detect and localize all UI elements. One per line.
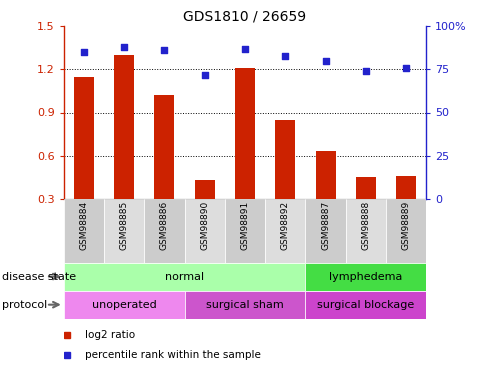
Bar [74, 76, 94, 199]
Text: surgical sham: surgical sham [206, 300, 284, 310]
Text: normal: normal [165, 272, 204, 282]
Text: GSM98888: GSM98888 [361, 201, 370, 250]
Point [201, 72, 209, 78]
Text: protocol: protocol [2, 300, 48, 310]
FancyBboxPatch shape [104, 199, 144, 262]
FancyBboxPatch shape [64, 291, 185, 319]
FancyBboxPatch shape [225, 199, 265, 262]
Point [80, 49, 88, 55]
Bar [195, 180, 215, 199]
Point [402, 64, 410, 70]
Point [362, 68, 370, 74]
FancyBboxPatch shape [64, 199, 104, 262]
Text: GSM98890: GSM98890 [200, 201, 209, 250]
Point [281, 53, 289, 58]
Text: GSM98886: GSM98886 [160, 201, 169, 250]
Text: disease state: disease state [2, 272, 76, 282]
Point [321, 58, 329, 64]
FancyBboxPatch shape [305, 291, 426, 319]
FancyBboxPatch shape [265, 199, 305, 262]
FancyBboxPatch shape [64, 262, 305, 291]
FancyBboxPatch shape [185, 199, 225, 262]
Bar [316, 151, 336, 199]
Bar [235, 68, 255, 199]
Title: GDS1810 / 26659: GDS1810 / 26659 [183, 10, 307, 24]
Text: lymphedema: lymphedema [329, 272, 403, 282]
FancyBboxPatch shape [144, 199, 185, 262]
Text: GSM98884: GSM98884 [79, 201, 88, 250]
FancyBboxPatch shape [386, 199, 426, 262]
Bar [114, 55, 134, 199]
Point [241, 46, 249, 52]
FancyBboxPatch shape [305, 199, 346, 262]
Bar [396, 176, 416, 199]
FancyBboxPatch shape [346, 199, 386, 262]
FancyBboxPatch shape [185, 291, 305, 319]
Text: log2 ratio: log2 ratio [85, 330, 136, 340]
Text: unoperated: unoperated [92, 300, 156, 310]
Text: surgical blockage: surgical blockage [317, 300, 415, 310]
Text: GSM98892: GSM98892 [281, 201, 290, 250]
FancyBboxPatch shape [305, 262, 426, 291]
Text: GSM98887: GSM98887 [321, 201, 330, 250]
Point [161, 47, 169, 53]
Bar [275, 120, 295, 199]
Text: GSM98889: GSM98889 [402, 201, 411, 250]
Text: GSM98891: GSM98891 [241, 201, 249, 250]
Text: GSM98885: GSM98885 [120, 201, 129, 250]
Point [120, 44, 128, 50]
Text: percentile rank within the sample: percentile rank within the sample [85, 350, 261, 360]
Bar [154, 95, 174, 199]
Bar [356, 177, 376, 199]
